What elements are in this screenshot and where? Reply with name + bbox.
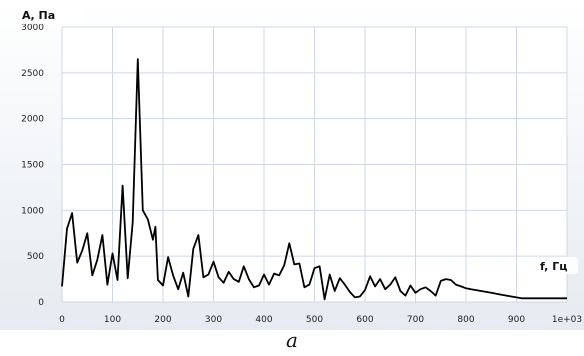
xlabel-backdrop xyxy=(536,257,578,274)
x-tick-label: 1e+03 xyxy=(552,315,582,325)
grid xyxy=(61,26,568,303)
y-tick-label: 3000 xyxy=(21,23,44,33)
y-axis-label: А, Па xyxy=(22,9,55,22)
x-tick-label: 600 xyxy=(356,315,373,325)
figure-caption: a xyxy=(286,328,298,352)
y-tick-label: 500 xyxy=(27,252,44,262)
ylabel-backdrop xyxy=(18,6,84,24)
y-tick-label: 1000 xyxy=(21,206,44,216)
x-tick-label: 500 xyxy=(306,315,323,325)
x-tick-label: 800 xyxy=(457,315,474,325)
x-tick-label: 900 xyxy=(508,315,525,325)
chart-frame: 0 100 200 300 400 500 600 700 800 900 1e+03 0 500 100… xyxy=(0,0,584,330)
x-tick-label: 400 xyxy=(255,315,272,325)
x-axis-label: f, Гц xyxy=(540,260,567,273)
x-tick-label: 300 xyxy=(205,315,222,325)
x-tick-label: 100 xyxy=(104,315,121,325)
y-tick-label: 0 xyxy=(38,298,44,308)
y-tick-label: 1500 xyxy=(21,161,44,171)
series-line xyxy=(61,58,567,301)
x-tick-label: 700 xyxy=(407,315,424,325)
x-tick-label: 200 xyxy=(154,315,171,325)
tick-labels: 0 100 200 300 400 500 600 700 800 900 1e+03 0 500 100… xyxy=(21,23,582,325)
y-tick-label: 2000 xyxy=(21,115,44,125)
line-chart: 0 100 200 300 400 500 600 700 800 900 1e+03 0 500 100… xyxy=(0,0,584,330)
x-tick-label: 0 xyxy=(59,315,65,325)
y-tick-label: 2500 xyxy=(21,69,44,79)
